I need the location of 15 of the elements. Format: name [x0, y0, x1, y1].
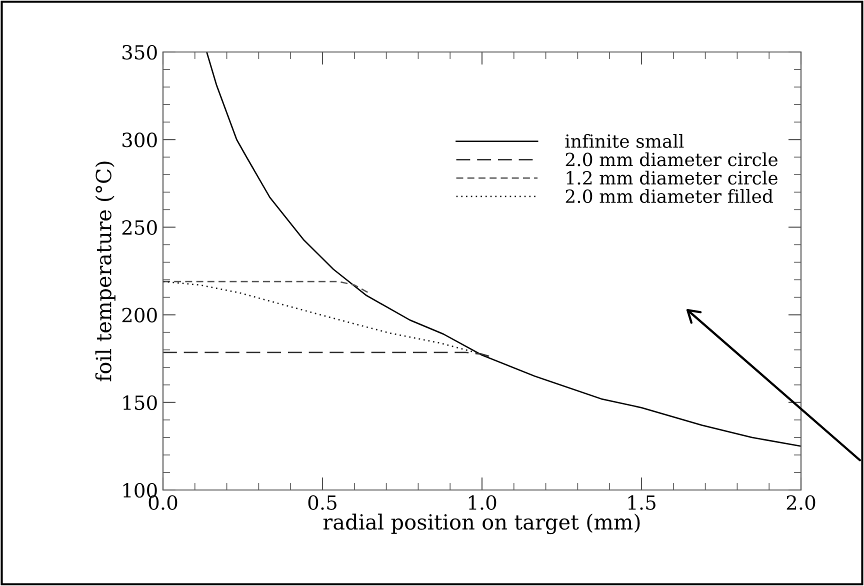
x-axis-title: radial position on target (mm) — [323, 514, 640, 534]
legend-label: 2.0 mm diameter filled — [566, 189, 773, 204]
x-tick-label: 1.5 — [628, 495, 656, 510]
y-tick-label: 250 — [122, 220, 157, 235]
legend-label: 2.0 mm diameter circle — [566, 152, 778, 166]
y-tick-label: 350 — [122, 44, 157, 60]
legend-label: 1.2 mm diameter circle — [566, 170, 778, 185]
x-tick-label: 0.5 — [308, 495, 336, 510]
x-tick-label: 1.0 — [468, 495, 496, 510]
y-axis-title: foil temperature (°C) — [95, 162, 116, 382]
y-tick-label: 150 — [123, 395, 157, 410]
legend-label: infinite small — [565, 134, 684, 148]
x-tick-label: 2.0 — [786, 495, 816, 510]
y-tick-label: 200 — [122, 308, 157, 322]
y-tick-label: 300 — [122, 132, 157, 148]
